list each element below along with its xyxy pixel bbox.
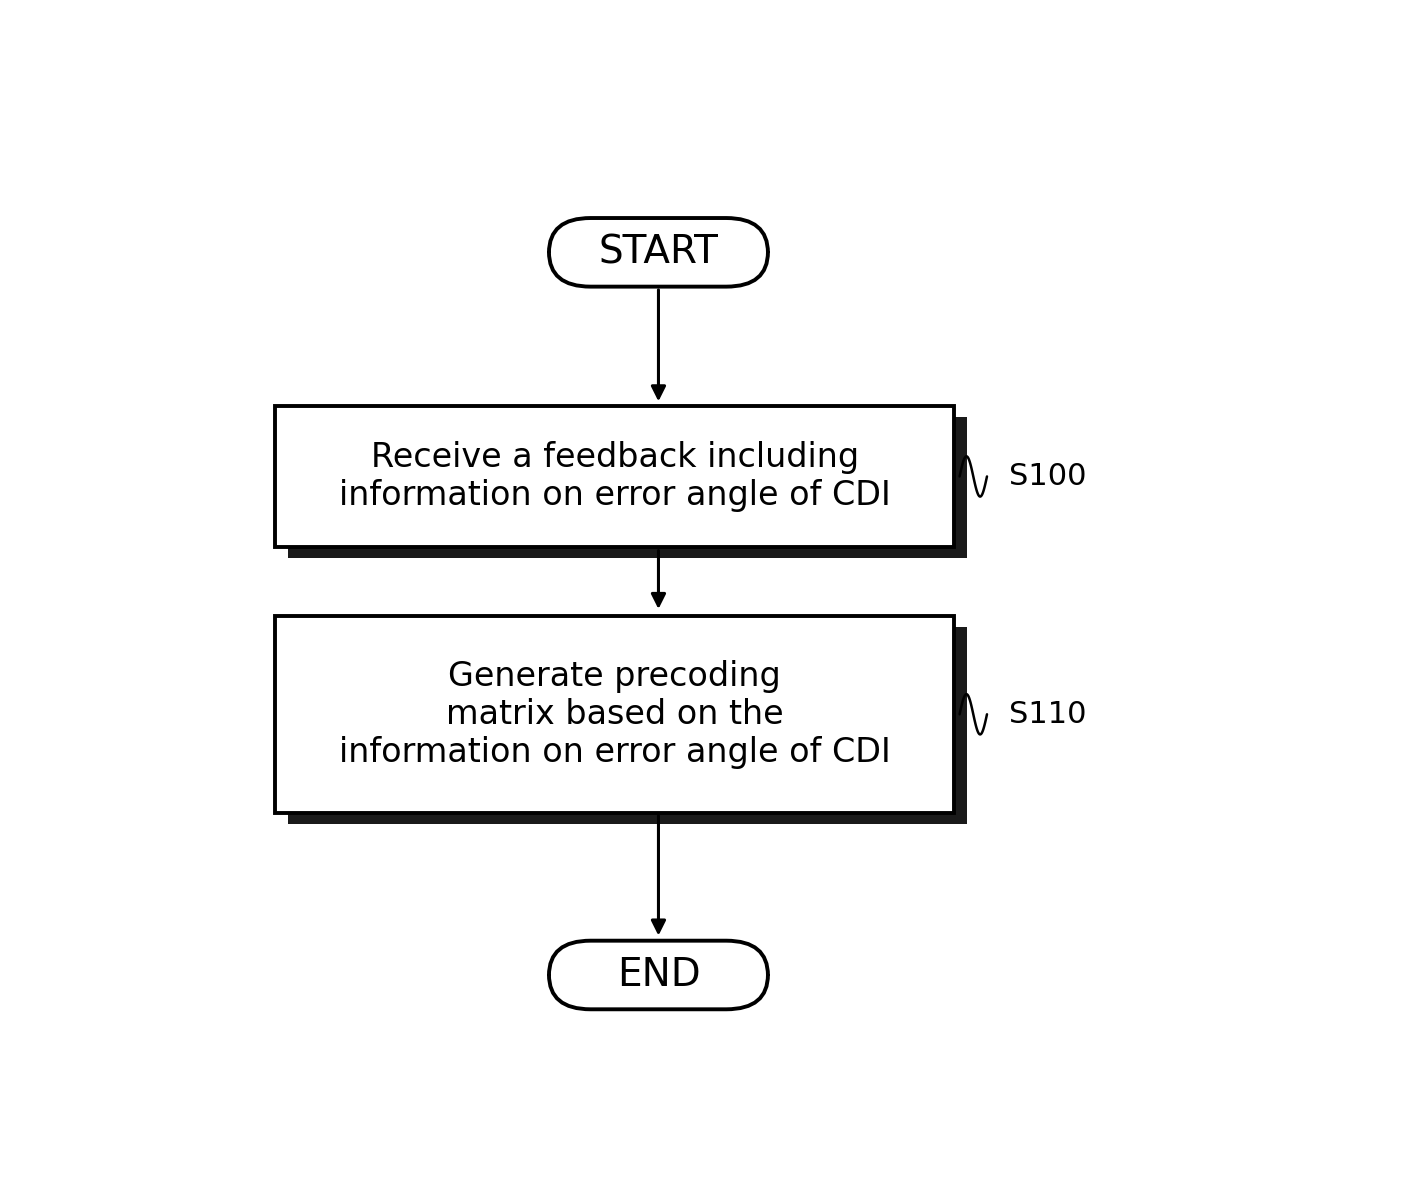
Text: END: END — [616, 956, 701, 994]
FancyBboxPatch shape — [548, 941, 769, 1010]
Bar — [276, 615, 954, 813]
Text: S110: S110 — [1009, 700, 1087, 728]
Text: Generate precoding
matrix based on the
information on error angle of CDI: Generate precoding matrix based on the i… — [339, 659, 890, 769]
Bar — [276, 405, 954, 548]
Bar — [288, 627, 968, 823]
Text: S100: S100 — [1009, 462, 1087, 491]
Text: Receive a feedback including
information on error angle of CDI: Receive a feedback including information… — [339, 441, 890, 512]
FancyBboxPatch shape — [548, 219, 769, 286]
Bar — [288, 417, 968, 558]
Text: START: START — [599, 233, 718, 271]
